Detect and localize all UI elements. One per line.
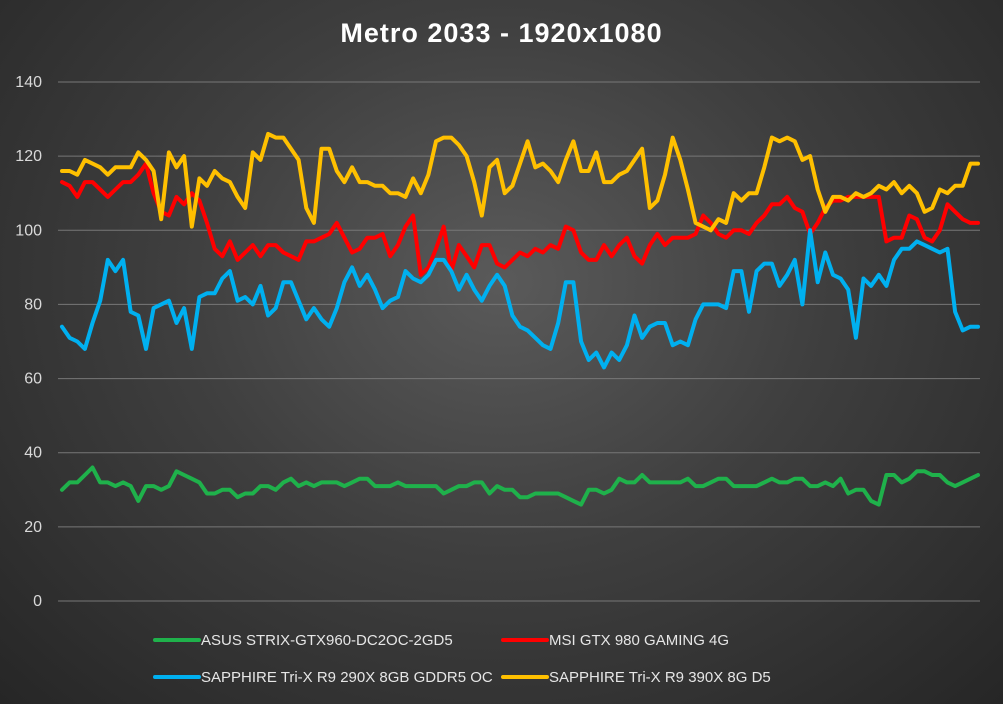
legend-label-3: SAPPHIRE Tri-X R9 390X 8G D5 xyxy=(549,669,771,686)
legend-label-2: SAPPHIRE Tri-X R9 290X 8GB GDDR5 OC xyxy=(201,669,493,686)
y-tick-label: 0 xyxy=(33,593,42,610)
chart-title: Metro 2033 - 1920x1080 xyxy=(340,18,663,48)
y-tick-label: 40 xyxy=(24,445,42,462)
y-axis-ticks: 0 20 40 60 80 100 120 140 xyxy=(15,74,42,610)
legend: ASUS STRIX-GTX960-DC2OC-2GD5 MSI GTX 980 … xyxy=(153,632,771,686)
series-lines xyxy=(60,131,980,507)
series-line-3 xyxy=(60,131,980,233)
y-tick-label: 60 xyxy=(24,371,42,388)
legend-label-1: MSI GTX 980 GAMING 4G xyxy=(549,632,729,649)
y-tick-label: 120 xyxy=(15,148,42,165)
legend-label-0: ASUS STRIX-GTX960-DC2OC-2GD5 xyxy=(201,632,453,649)
series-line-2 xyxy=(60,228,980,370)
series-line-0 xyxy=(60,465,980,507)
y-tick-label: 80 xyxy=(24,296,42,313)
y-tick-label: 20 xyxy=(24,519,42,536)
y-tick-label: 100 xyxy=(15,222,42,239)
gridlines xyxy=(58,81,980,602)
y-tick-label: 140 xyxy=(15,74,42,91)
